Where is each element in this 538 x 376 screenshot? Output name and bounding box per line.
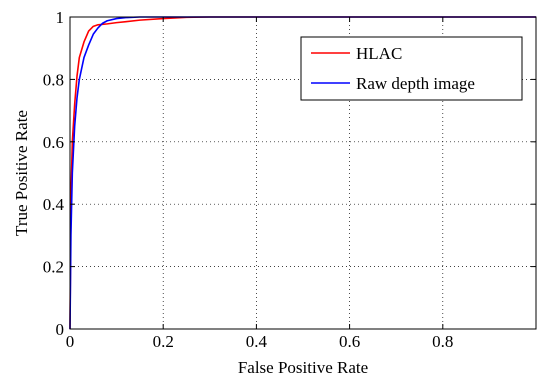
legend-label-raw-depth: Raw depth image bbox=[356, 74, 475, 93]
x-tick-label: 0.8 bbox=[432, 332, 453, 351]
y-tick-label: 0.2 bbox=[43, 258, 64, 277]
legend-box bbox=[300, 36, 523, 101]
y-axis-title: True Positive Rate bbox=[12, 110, 31, 236]
tick-labels: 0 0.2 0.4 0.6 0.8 0 0.2 0.4 0.6 0.8 1 bbox=[43, 8, 454, 351]
y-tick-label: 0.8 bbox=[43, 70, 64, 89]
y-tick-label: 1 bbox=[56, 8, 65, 27]
legend-label-hlac: HLAC bbox=[356, 44, 402, 63]
x-tick-label: 0.6 bbox=[339, 332, 360, 351]
axis-ticks bbox=[69, 16, 536, 330]
series-line-hlac bbox=[69, 16, 536, 330]
y-tick-label: 0.6 bbox=[43, 133, 64, 152]
x-tick-label: 0 bbox=[66, 332, 75, 351]
x-axis-title: False Positive Rate bbox=[238, 358, 368, 376]
y-tick-label: 0 bbox=[56, 320, 65, 339]
plot-frame bbox=[69, 16, 537, 330]
y-tick-label: 0.4 bbox=[43, 195, 65, 214]
x-tick-label: 0.2 bbox=[153, 332, 174, 351]
x-tick-label: 0.4 bbox=[246, 332, 268, 351]
legend: HLAC Raw depth image bbox=[300, 36, 523, 101]
